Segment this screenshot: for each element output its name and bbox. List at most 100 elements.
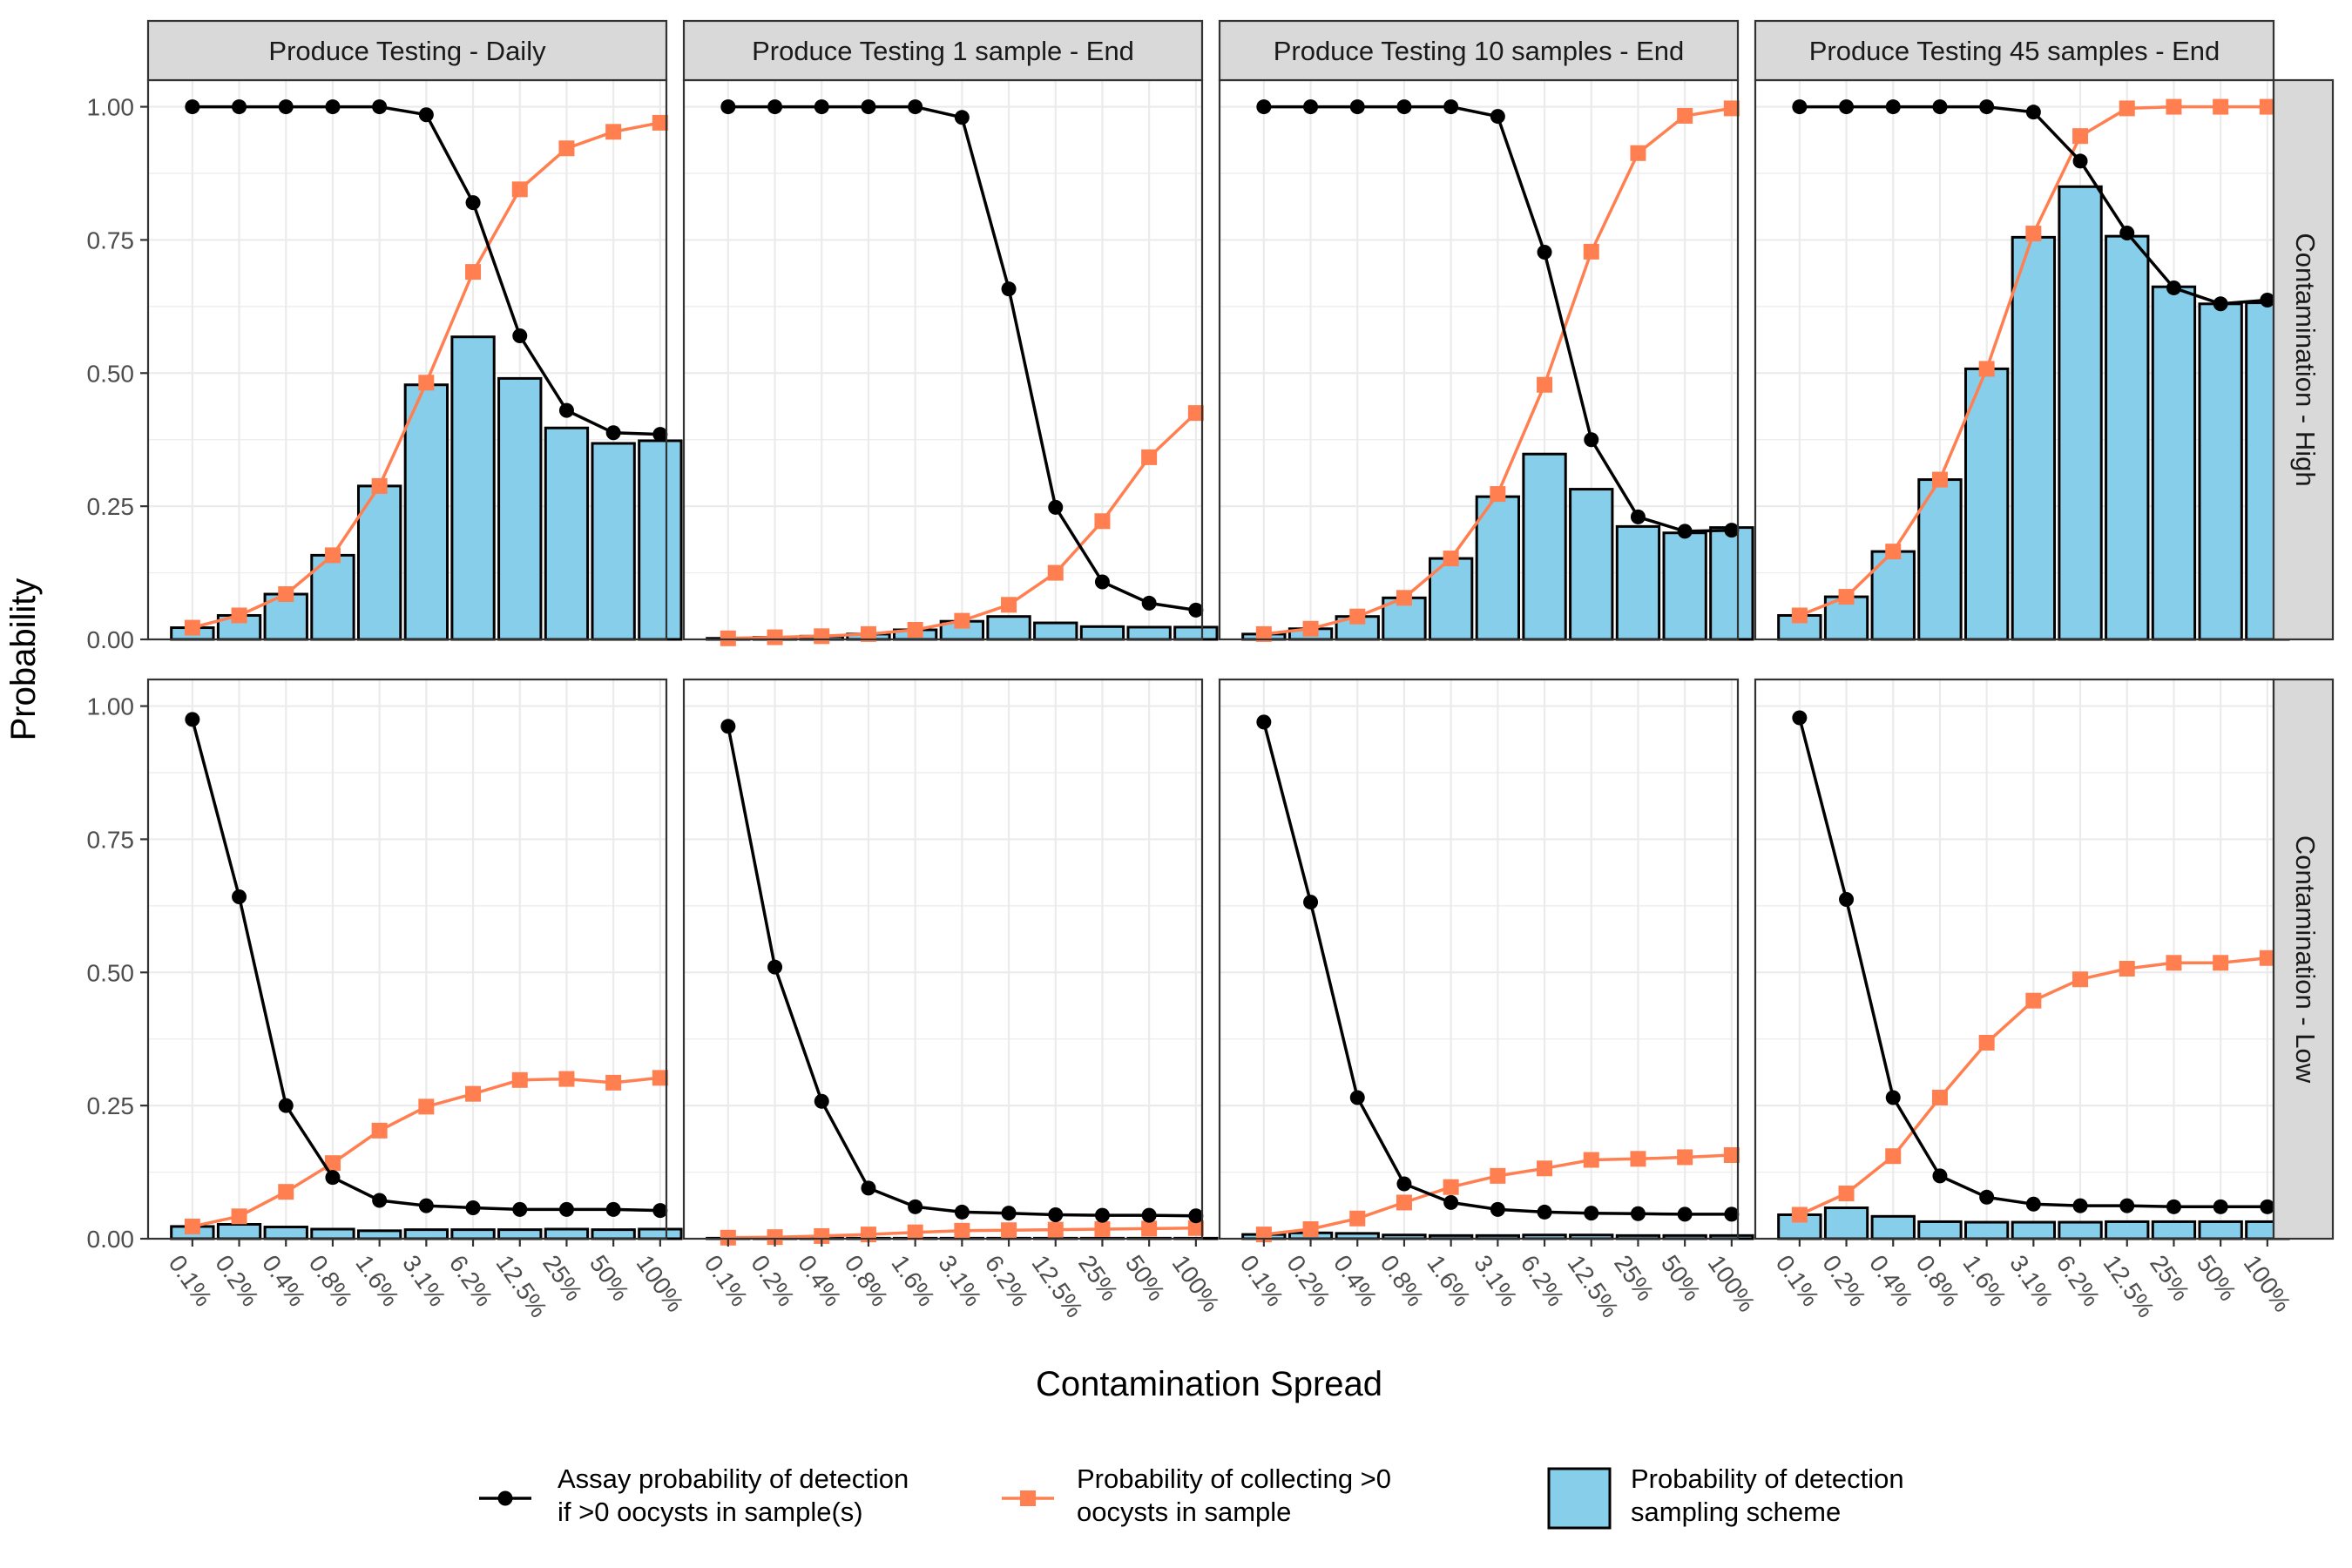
panel-background	[684, 80, 1202, 639]
point-collect	[324, 1155, 341, 1172]
point-assay	[465, 1200, 481, 1216]
point-collect	[371, 477, 388, 494]
point-assay	[1677, 1206, 1693, 1222]
point-assay	[908, 1199, 923, 1214]
point-collect	[2259, 950, 2275, 966]
point-assay	[720, 719, 736, 734]
point-assay	[1630, 509, 1646, 524]
point-collect	[1838, 589, 1855, 605]
bar-detection-scheme	[1870, 1214, 1916, 1240]
panel-border	[146, 678, 668, 1240]
panel-border	[682, 678, 1204, 1240]
point-collect	[720, 630, 736, 646]
facet-strip-column	[1218, 19, 1740, 82]
bar-detection-scheme	[1079, 625, 1125, 641]
bar-detection-scheme	[1569, 488, 1614, 641]
point-collect	[1255, 625, 1272, 642]
point-collect	[860, 625, 876, 642]
bar-detection-scheme	[1522, 452, 1567, 641]
bar-detection-scheme	[2198, 302, 2243, 641]
point-collect	[1677, 1149, 1693, 1166]
facet-strip-column-label: Produce Testing - Daily	[268, 36, 546, 66]
point-collect	[1443, 1179, 1459, 1195]
point-assay	[2072, 1198, 2088, 1213]
point-assay	[1839, 892, 1855, 908]
bar-detection-scheme	[450, 335, 496, 641]
panel-r1-c2	[1218, 678, 1754, 1243]
legend-label-bars-line2: sampling scheme	[1631, 1497, 1841, 1527]
point-collect	[1885, 544, 1902, 560]
point-collect	[1302, 1220, 1319, 1237]
point-collect	[720, 1229, 736, 1246]
bar-detection-scheme	[2105, 1220, 2150, 1240]
point-assay	[1839, 99, 1855, 115]
point-assay	[861, 1180, 876, 1196]
bar-detection-scheme	[1173, 625, 1219, 641]
bar-detection-scheme	[310, 553, 355, 641]
point-assay	[1537, 1204, 1552, 1220]
point-assay	[2119, 225, 2135, 240]
point-assay	[954, 1204, 970, 1220]
bar-detection-scheme	[403, 1228, 449, 1240]
point-collect	[184, 619, 200, 636]
facet-strip-column-label: Produce Testing 1 sample - End	[752, 36, 1134, 66]
point-assay	[1188, 1208, 1204, 1224]
legend-label-bars-line1: Probability of detection	[1631, 1463, 1904, 1494]
point-assay	[2260, 293, 2275, 308]
point-collect	[652, 114, 668, 131]
y-tick-label: 0.00	[87, 1226, 135, 1253]
panel-background	[684, 679, 1202, 1239]
point-assay	[512, 1201, 528, 1217]
bar-detection-scheme	[310, 1227, 355, 1240]
point-assay	[1256, 99, 1272, 115]
point-collect	[278, 1184, 294, 1200]
facet-strip-row-label: Contamination - High	[2290, 233, 2321, 486]
panel-border	[1218, 678, 1740, 1240]
point-collect	[1931, 471, 1948, 488]
legend-item-collect: Probability of collecting >0 oocysts in …	[1002, 1463, 1391, 1527]
point-collect	[1001, 1222, 1017, 1239]
point-collect	[1978, 1034, 1995, 1051]
legend-label-collect-line1: Probability of collecting >0	[1077, 1463, 1391, 1494]
bar-detection-scheme	[544, 426, 590, 641]
bar-detection-scheme	[497, 376, 543, 641]
point-assay	[418, 107, 434, 123]
point-assay	[558, 402, 574, 418]
bar-detection-scheme	[638, 1227, 683, 1240]
point-assay	[1630, 1206, 1646, 1221]
bar-detection-scheme	[2011, 235, 2057, 641]
point-collect	[511, 181, 528, 198]
point-assay	[1584, 1206, 1599, 1221]
point-collect	[1349, 608, 1366, 625]
point-assay	[1256, 714, 1272, 730]
legend-label-bars: Probability of detection sampling scheme	[1631, 1463, 1911, 1527]
point-collect	[231, 1208, 247, 1225]
point-collect	[2166, 98, 2182, 115]
point-collect	[767, 1229, 783, 1246]
point-assay	[1048, 1206, 1064, 1222]
point-collect	[1677, 107, 1693, 124]
point-collect	[1723, 1147, 1740, 1164]
point-collect	[558, 140, 575, 157]
bar-detection-scheme	[497, 1228, 543, 1240]
point-assay	[418, 1198, 434, 1213]
point-collect	[324, 547, 341, 564]
point-assay	[1094, 574, 1110, 590]
facet-strip-column	[146, 19, 668, 82]
panel-background	[148, 679, 666, 1239]
legend: Assay probability of detection if >0 ooc…	[479, 1463, 1911, 1530]
point-assay	[372, 1193, 388, 1208]
point-collect	[1978, 361, 1995, 377]
point-assay	[1932, 99, 1948, 115]
point-assay	[814, 99, 829, 115]
point-assay	[2025, 105, 2041, 120]
panel-r1-c0	[146, 678, 683, 1240]
x-axis-title: Contamination Spread	[1036, 1365, 1382, 1403]
point-assay	[1303, 895, 1319, 910]
point-assay	[1188, 602, 1204, 618]
point-assay	[1001, 1206, 1017, 1221]
point-assay	[1724, 523, 1740, 538]
point-collect	[1723, 100, 1740, 117]
point-collect	[1001, 597, 1017, 613]
point-assay	[1490, 1201, 1505, 1217]
